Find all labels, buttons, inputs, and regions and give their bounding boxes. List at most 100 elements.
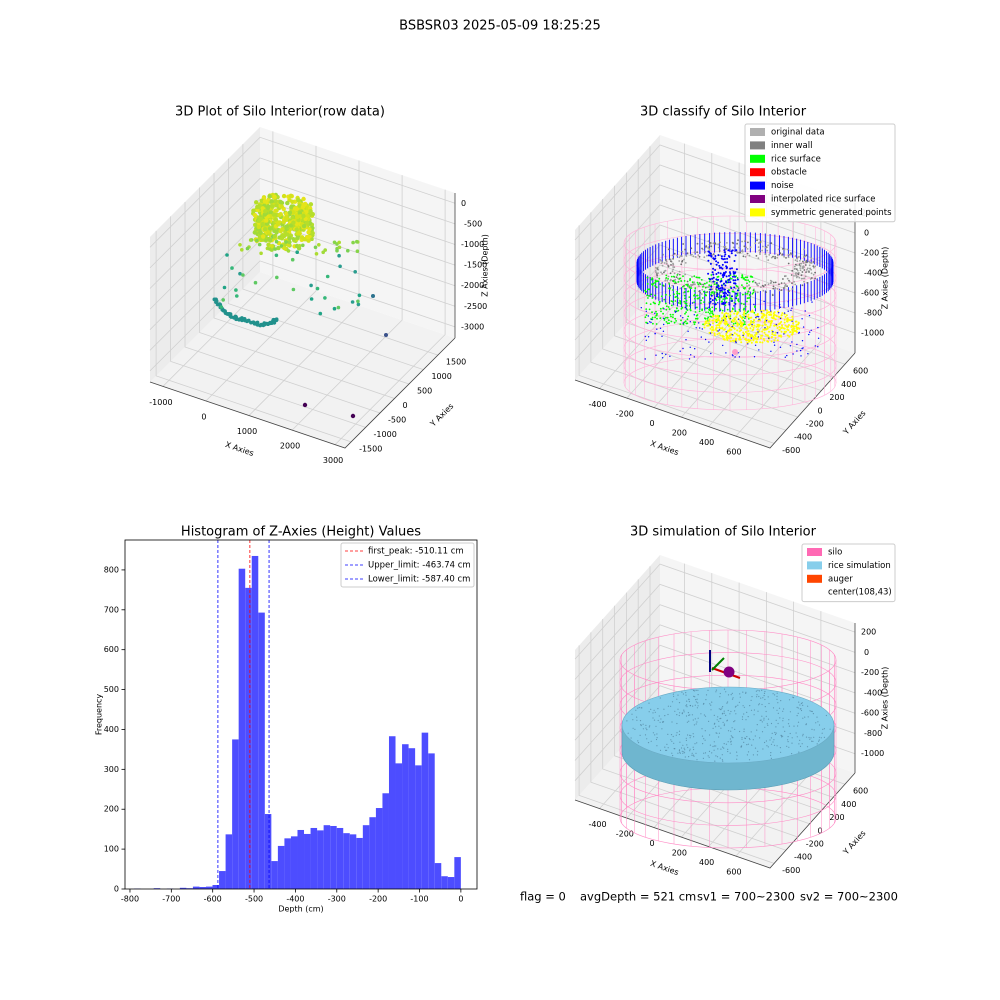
decor-point (805, 259, 808, 262)
decor-point (789, 732, 791, 735)
decor-point (660, 310, 662, 313)
decor-point (763, 300, 765, 303)
decor-point (687, 290, 689, 293)
decor-point (652, 301, 655, 304)
x-tick-label: -200 (369, 895, 387, 904)
decor-point (288, 193, 294, 198)
decor-point (665, 749, 667, 752)
legend-patch (750, 181, 765, 190)
decor-point (701, 288, 704, 291)
decor-point (276, 245, 281, 251)
decor-point (754, 291, 757, 293)
decor-point (678, 730, 681, 732)
decor-point (790, 326, 793, 328)
decor-point (723, 712, 725, 714)
decor-point (673, 310, 676, 312)
decor-point (683, 287, 686, 290)
decor-point (656, 328, 658, 330)
decor-point (708, 278, 711, 280)
decor-point (274, 239, 279, 244)
decor-point (681, 750, 683, 753)
legend-patch (807, 548, 822, 556)
decor-point (746, 711, 748, 714)
decor-point (693, 695, 695, 698)
decor-point (269, 199, 274, 204)
decor-point (272, 320, 277, 325)
decor-point (657, 280, 659, 283)
decor-point (655, 738, 658, 741)
decor-point (751, 744, 753, 746)
decor-point (683, 291, 686, 294)
decor-point (709, 309, 711, 312)
decor-point (711, 752, 713, 754)
decor-point (724, 261, 727, 264)
decor-point (272, 194, 277, 199)
decor-point (337, 245, 342, 250)
decor-point (816, 743, 818, 745)
decor-point (749, 335, 752, 338)
decor-point (756, 696, 758, 698)
decor-point (308, 209, 313, 214)
decor-point (672, 313, 674, 316)
decor-point (806, 746, 809, 748)
decor-point (723, 724, 725, 727)
decor-point (758, 690, 761, 692)
decor-point (772, 741, 774, 743)
decor-point (778, 289, 781, 292)
histogram-bar (199, 887, 206, 889)
grid-line (574, 224, 856, 321)
decor-point (810, 710, 812, 713)
decor-point (749, 316, 751, 319)
decor-point (782, 735, 784, 737)
decor-point (235, 294, 239, 298)
decor-point (735, 333, 738, 336)
decor-point (675, 734, 677, 736)
decor-point (802, 735, 804, 737)
decor-point (692, 746, 694, 748)
decor-point (689, 308, 692, 310)
decor-point (669, 355, 671, 357)
decor-point (672, 316, 674, 319)
decor-point (337, 253, 341, 258)
decor-point (675, 307, 678, 310)
decor-point (724, 288, 726, 291)
decor-point (693, 356, 695, 358)
decor-point (645, 727, 647, 729)
decor-point (717, 246, 720, 249)
decor-point (722, 319, 725, 321)
decor-point (770, 752, 772, 754)
decor-point (709, 297, 712, 300)
decor-point (722, 338, 725, 341)
decor-point (667, 248, 670, 251)
decor-point (783, 333, 785, 335)
legend-patch (750, 195, 765, 203)
decor-point (708, 720, 710, 723)
decor-point (271, 212, 277, 217)
decor-point (761, 715, 763, 717)
decor-point (745, 246, 747, 249)
decor-point (725, 275, 728, 278)
decor-point (791, 742, 793, 744)
decor-point (712, 313, 715, 316)
decor-point (792, 322, 795, 325)
decor-point (694, 283, 696, 286)
decor-point (744, 315, 747, 318)
decor-point (722, 273, 725, 275)
decor-point (645, 302, 648, 305)
decor-point (705, 320, 708, 323)
decor-point (291, 237, 296, 241)
histogram-bar (343, 833, 350, 889)
decor-point (677, 752, 679, 754)
decor-point (744, 278, 746, 281)
decor-point (676, 297, 679, 300)
decor-point (743, 706, 746, 708)
decor-point (708, 251, 711, 254)
decor-point (688, 296, 691, 298)
decor-point (751, 696, 753, 698)
decor-point (767, 724, 769, 727)
decor-point (678, 733, 681, 736)
decor-point (741, 736, 743, 739)
decor-point (804, 275, 807, 278)
decor-point (656, 733, 658, 735)
decor-point (667, 275, 670, 278)
